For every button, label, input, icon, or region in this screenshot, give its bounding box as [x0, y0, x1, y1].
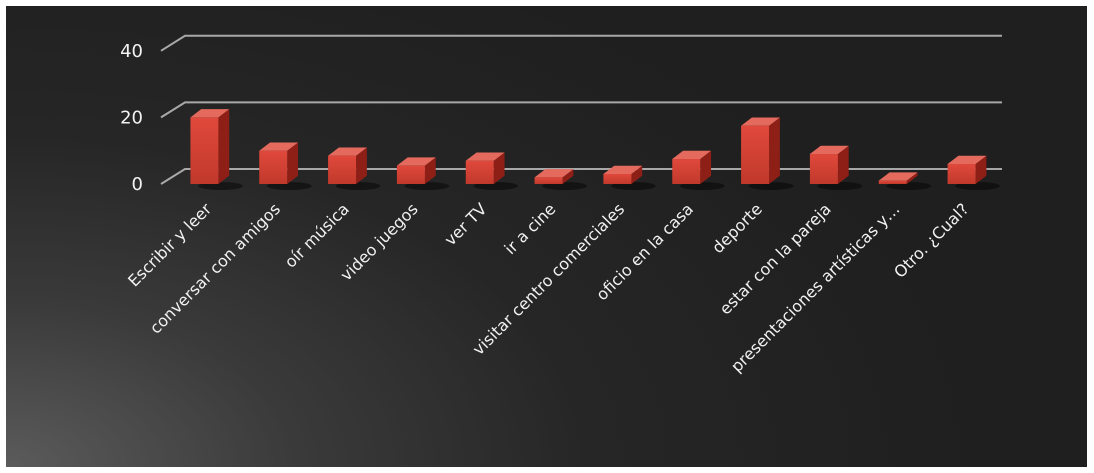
x-tick-label: ver TV: [441, 199, 491, 249]
x-tick-label: Otro. ¿Cual?: [890, 199, 972, 281]
gridline: [160, 168, 1002, 185]
y-tick-label: 20: [120, 107, 143, 128]
bar: [878, 172, 932, 190]
y-tick-label: 40: [120, 41, 143, 62]
bar: [534, 169, 587, 190]
x-tick-label: ir a cine: [501, 199, 560, 258]
x-tick-label: deporte: [708, 199, 766, 257]
gridlines: [160, 34, 1002, 185]
chart-area: 0 20 40 Escribir y leer conversar con amigo…: [6, 6, 1087, 467]
bar: [328, 147, 381, 190]
bar: [259, 142, 312, 190]
bars: [190, 109, 1000, 190]
bar: [741, 117, 794, 190]
bar: [672, 150, 725, 190]
y-tick-label: 0: [132, 174, 143, 195]
bar: [809, 145, 863, 190]
x-tick-label: conversar con amigos: [146, 199, 284, 337]
bar: [465, 152, 519, 190]
gridline: [160, 101, 1002, 119]
y-axis: 0 20 40: [120, 41, 143, 195]
x-tick-label: oír música: [281, 199, 353, 271]
bar: [190, 109, 243, 190]
bar: [396, 157, 450, 190]
bar: [947, 155, 1000, 190]
bar: [603, 165, 656, 190]
gridline: [160, 34, 1002, 52]
